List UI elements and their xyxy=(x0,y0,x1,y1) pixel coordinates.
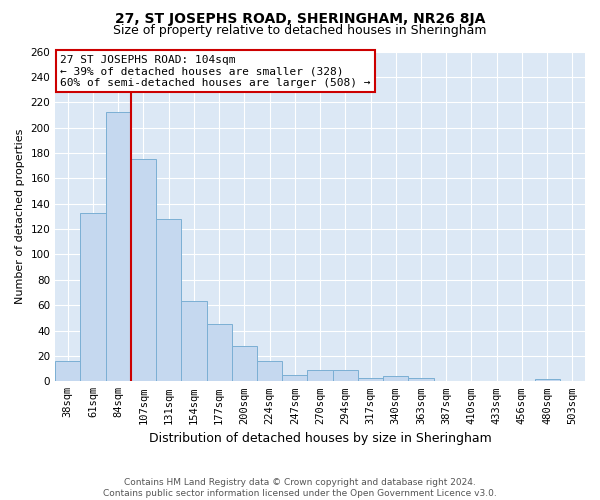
Bar xyxy=(80,212,106,382)
Bar xyxy=(181,302,206,382)
Bar xyxy=(383,376,409,382)
Bar xyxy=(332,370,358,382)
Bar xyxy=(55,361,80,382)
Bar xyxy=(282,375,307,382)
Bar xyxy=(257,361,282,382)
Bar xyxy=(156,219,181,382)
Bar xyxy=(106,112,131,382)
Bar xyxy=(131,160,156,382)
Text: Contains HM Land Registry data © Crown copyright and database right 2024.
Contai: Contains HM Land Registry data © Crown c… xyxy=(103,478,497,498)
Bar xyxy=(232,346,257,382)
Text: 27 ST JOSEPHS ROAD: 104sqm
← 39% of detached houses are smaller (328)
60% of sem: 27 ST JOSEPHS ROAD: 104sqm ← 39% of deta… xyxy=(61,55,371,88)
Text: 27, ST JOSEPHS ROAD, SHERINGHAM, NR26 8JA: 27, ST JOSEPHS ROAD, SHERINGHAM, NR26 8J… xyxy=(115,12,485,26)
Bar xyxy=(535,379,560,382)
Y-axis label: Number of detached properties: Number of detached properties xyxy=(15,128,25,304)
Bar xyxy=(206,324,232,382)
Text: Size of property relative to detached houses in Sheringham: Size of property relative to detached ho… xyxy=(113,24,487,37)
X-axis label: Distribution of detached houses by size in Sheringham: Distribution of detached houses by size … xyxy=(149,432,491,445)
Bar xyxy=(409,378,434,382)
Bar xyxy=(358,378,383,382)
Bar xyxy=(307,370,332,382)
